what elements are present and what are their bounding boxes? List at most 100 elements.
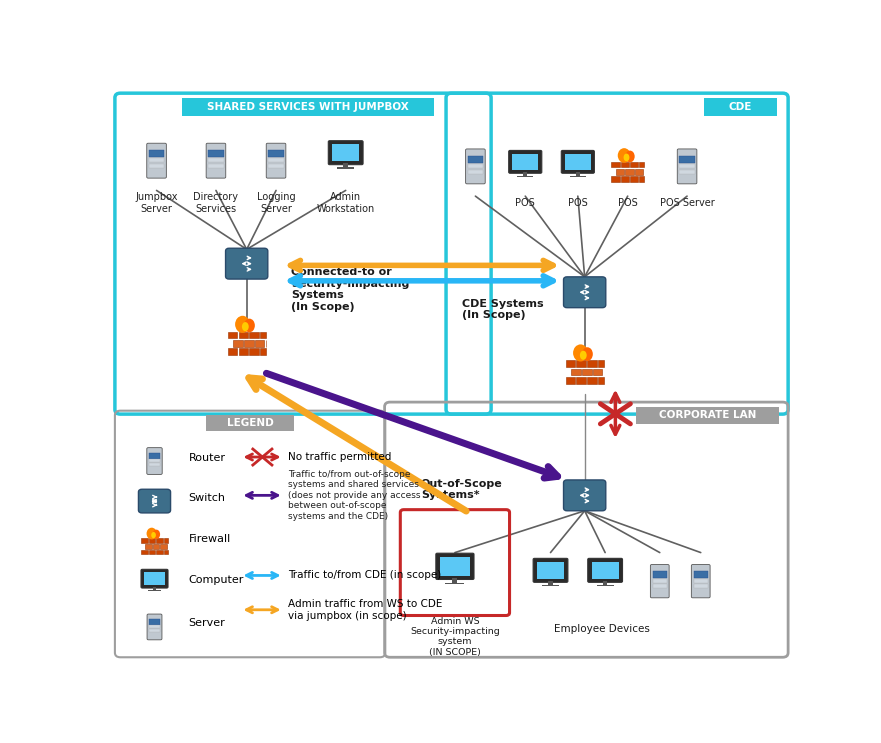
Bar [566, 377, 575, 384]
FancyBboxPatch shape [564, 480, 606, 510]
Bar [588, 360, 597, 367]
FancyBboxPatch shape [561, 150, 595, 173]
Bar [630, 176, 638, 182]
Ellipse shape [618, 148, 631, 163]
Text: Server: Server [189, 618, 226, 628]
Bar [593, 369, 603, 375]
Bar [164, 550, 167, 554]
Bar [537, 562, 564, 579]
Bar [591, 562, 618, 579]
Bar [144, 572, 165, 585]
Bar [149, 164, 164, 168]
Bar [260, 331, 266, 338]
Bar [468, 169, 483, 174]
Bar [596, 585, 614, 586]
Bar [570, 176, 586, 177]
Bar [576, 377, 586, 384]
Bar [653, 584, 667, 588]
Bar [566, 360, 575, 367]
FancyBboxPatch shape [226, 248, 268, 279]
Bar [149, 538, 155, 543]
Bar [152, 586, 156, 591]
Bar [611, 176, 619, 182]
Bar [640, 176, 644, 182]
FancyBboxPatch shape [147, 614, 162, 640]
FancyBboxPatch shape [138, 489, 171, 513]
Bar [149, 158, 164, 162]
Bar [156, 538, 163, 543]
Ellipse shape [152, 532, 156, 538]
Bar [582, 369, 591, 375]
Bar [149, 626, 160, 628]
Text: Out-of-Scope
Systems*: Out-of-Scope Systems* [421, 478, 502, 501]
Ellipse shape [235, 316, 250, 333]
Text: Jumpbox
Server: Jumpbox Server [136, 192, 178, 214]
FancyBboxPatch shape [206, 143, 226, 178]
Bar [611, 161, 619, 167]
Text: No traffic permitted: No traffic permitted [287, 452, 391, 462]
Bar [542, 585, 559, 586]
Bar [249, 331, 259, 338]
FancyBboxPatch shape [692, 565, 710, 598]
Bar [209, 158, 224, 162]
Bar [148, 590, 161, 591]
Bar [269, 164, 284, 168]
Bar [626, 169, 633, 175]
Bar [440, 557, 470, 576]
FancyBboxPatch shape [147, 448, 162, 474]
Ellipse shape [244, 319, 255, 332]
Bar [239, 331, 248, 338]
FancyBboxPatch shape [147, 143, 167, 178]
Text: Computer: Computer [189, 575, 244, 585]
Bar [571, 369, 581, 375]
Ellipse shape [146, 528, 157, 539]
Bar [152, 544, 159, 548]
Bar [149, 453, 160, 458]
Bar [575, 172, 580, 176]
Bar [181, 98, 434, 116]
Bar [548, 581, 552, 585]
Text: POS: POS [568, 198, 588, 208]
Bar [244, 340, 254, 347]
Bar [233, 340, 242, 347]
Bar [693, 584, 708, 588]
Bar [453, 578, 457, 583]
FancyBboxPatch shape [533, 558, 568, 583]
Bar [149, 464, 160, 467]
Bar [523, 172, 528, 176]
Ellipse shape [242, 322, 248, 331]
Text: POS: POS [515, 198, 535, 208]
Text: LEGEND: LEGEND [226, 418, 273, 428]
Bar [679, 169, 694, 174]
Text: Connected-to or
Security-impacting
Systems
(In Scope): Connected-to or Security-impacting Syste… [291, 267, 410, 312]
FancyBboxPatch shape [564, 277, 606, 308]
Bar [149, 550, 155, 554]
Bar [337, 167, 354, 169]
Bar [653, 571, 667, 578]
Bar [679, 164, 694, 168]
Bar [517, 176, 533, 177]
Bar [468, 156, 483, 163]
Bar [164, 538, 167, 543]
Text: CORPORATE LAN: CORPORATE LAN [659, 410, 756, 421]
Text: Traffic to/from out-of-scope
systems and shared services
(does not provide any a: Traffic to/from out-of-scope systems and… [287, 470, 420, 521]
Text: Admin WS
Security-impacting
system
(IN SCOPE): Admin WS Security-impacting system (IN S… [410, 617, 500, 657]
Ellipse shape [626, 151, 634, 162]
Text: Admin traffic from WS to CDE
via jumpbox (in scope): Admin traffic from WS to CDE via jumpbox… [287, 599, 442, 620]
Text: Employee Devices: Employee Devices [554, 624, 649, 634]
Text: Router: Router [189, 453, 226, 463]
Ellipse shape [580, 351, 587, 360]
Bar [227, 331, 237, 338]
Bar [149, 150, 164, 158]
FancyBboxPatch shape [329, 140, 363, 165]
FancyBboxPatch shape [466, 149, 485, 184]
Bar [269, 150, 284, 158]
Bar [227, 348, 237, 355]
FancyBboxPatch shape [677, 149, 697, 184]
Bar [588, 377, 597, 384]
Text: CDE Systems
(In Scope): CDE Systems (In Scope) [462, 299, 544, 320]
Bar [149, 629, 160, 632]
Text: Logging
Server: Logging Server [256, 192, 295, 214]
Bar [156, 550, 163, 554]
Bar [269, 158, 284, 162]
